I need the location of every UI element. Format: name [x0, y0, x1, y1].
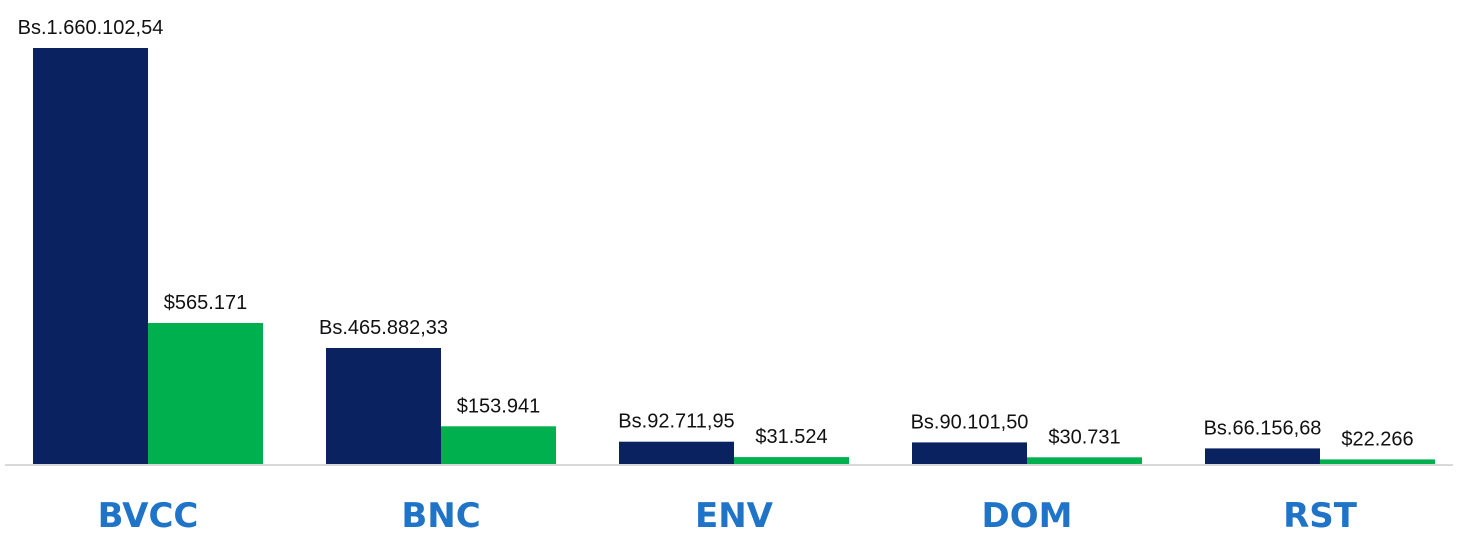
data-label-series-0-dom: Bs.90.101,50 [911, 411, 1029, 433]
bar-series-0-bnc [326, 348, 441, 465]
bar-series-0-bvcc [33, 48, 148, 465]
bar-series-1-rst [1320, 459, 1435, 465]
data-label-series-1-env: $31.524 [755, 426, 827, 448]
data-label-series-0-rst: Bs.66.156,68 [1204, 417, 1322, 439]
data-label-series-1-bvcc: $565.171 [164, 292, 247, 314]
data-label-series-1-dom: $30.731 [1048, 426, 1120, 448]
category-label-env: ENV [695, 496, 774, 532]
data-label-series-1-bnc: $153.941 [457, 395, 540, 417]
bar-series-0-env [619, 441, 734, 465]
bar-series-0-rst [1205, 448, 1320, 465]
category-label-rst: RST [1283, 496, 1358, 532]
bar-series-1-bnc [441, 426, 556, 465]
data-label-series-0-bvcc: Bs.1.660.102,54 [18, 17, 164, 39]
category-label-bvcc: BVCC [98, 496, 199, 532]
data-label-series-1-rst: $22.266 [1341, 428, 1413, 450]
data-label-series-0-env: Bs.92.711,95 [618, 411, 734, 433]
bar-series-0-dom [912, 442, 1027, 465]
data-label-series-0-bnc: Bs.465.882,33 [319, 317, 448, 339]
category-label-dom: DOM [982, 496, 1073, 532]
bar-series-1-bvcc [148, 323, 263, 465]
bar-series-1-dom [1027, 457, 1142, 465]
bars-layer [33, 48, 1435, 465]
labels-layer: Bs.1.660.102,54 $565.171 BVCC Bs.465.882,33… [18, 17, 1414, 536]
category-label-bnc: BNC [401, 496, 480, 532]
bar-series-1-env [734, 457, 849, 465]
